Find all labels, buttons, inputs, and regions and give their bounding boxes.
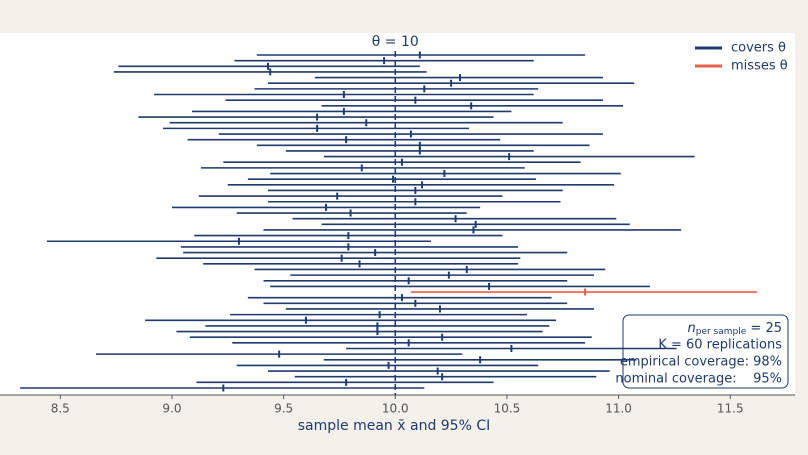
info-subscript: per sample — [696, 327, 747, 337]
x-tick-label: 10.5 — [494, 402, 521, 416]
info-symbol: n — [688, 321, 696, 336]
info-line: K = 60 replications — [658, 338, 782, 353]
x-tick-label: 10.0 — [382, 402, 409, 416]
info-value: = 25 — [746, 321, 782, 336]
x-tick-label: 9.5 — [274, 402, 293, 416]
legend-label: misses θ — [731, 59, 788, 74]
info-line: empirical coverage: 98% — [620, 355, 782, 370]
x-tick-label: 11.5 — [717, 402, 744, 416]
legend-label: covers θ — [731, 41, 786, 56]
x-tick-label: 9.0 — [162, 402, 181, 416]
x-tick-label: 11.0 — [605, 402, 632, 416]
legend: covers θ misses θ — [695, 41, 788, 74]
info-line: nominal coverage: 95% — [615, 372, 782, 387]
title-bg — [371, 33, 420, 49]
info-box — [622, 314, 789, 389]
x-axis-label: sample mean x̄ and 95% CI — [298, 418, 491, 434]
info-n: nper sample = 25 — [688, 321, 783, 337]
chart-title: θ = 10 — [372, 34, 419, 50]
x-tick-label: 8.5 — [51, 402, 70, 416]
